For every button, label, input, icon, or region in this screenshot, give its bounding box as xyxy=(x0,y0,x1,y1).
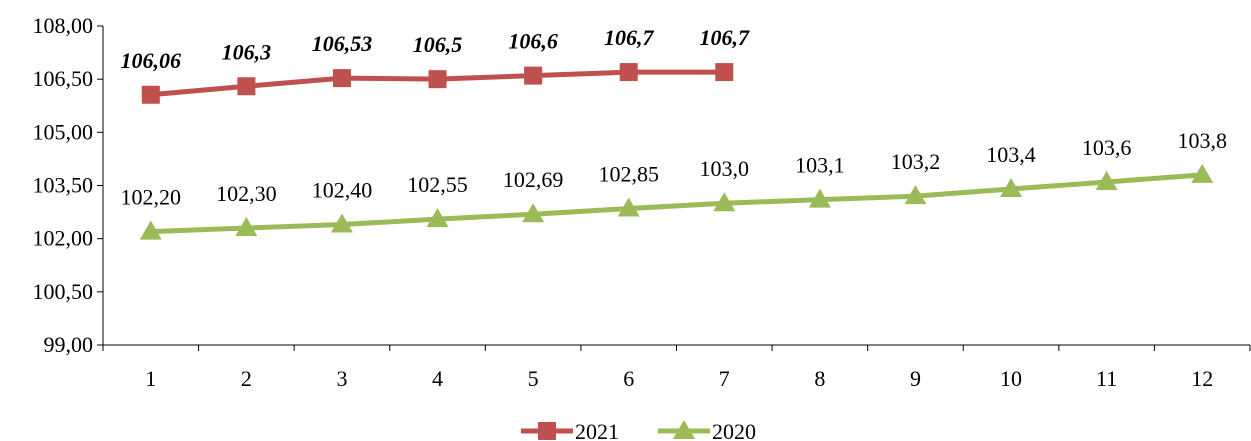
y-tick-label: 108,00 xyxy=(33,13,94,38)
data-point-2021 xyxy=(715,63,734,82)
data-point-2020 xyxy=(904,185,927,205)
data-label-2020: 103,0 xyxy=(700,156,750,181)
x-tick-label: 3 xyxy=(336,366,347,391)
legend-item-2021: 2021 xyxy=(521,419,619,441)
data-label-2020: 103,2 xyxy=(891,149,941,174)
x-tick-label: 8 xyxy=(814,366,825,391)
data-label-2020: 103,6 xyxy=(1082,135,1132,160)
data-label-2020: 102,40 xyxy=(312,177,373,202)
x-tick-label: 10 xyxy=(1000,366,1022,391)
legend: 2021 2020 xyxy=(521,419,756,441)
y-tick-label: 106,50 xyxy=(33,66,94,91)
data-point-2020 xyxy=(1000,178,1023,198)
data-point-2020 xyxy=(713,192,736,212)
y-tick-label: 105,00 xyxy=(33,119,94,144)
data-point-2020 xyxy=(139,220,162,240)
data-point-2021 xyxy=(524,66,543,85)
data-label-2020: 102,30 xyxy=(216,181,277,206)
y-tick-label: 99,00 xyxy=(44,332,94,357)
legend-swatch-marker xyxy=(673,420,695,439)
data-point-2021 xyxy=(619,63,638,82)
series-layer xyxy=(139,63,1214,240)
x-tick-label: 5 xyxy=(528,366,539,391)
series-2021 xyxy=(141,63,734,104)
data-label-2020: 103,1 xyxy=(795,153,845,178)
data-point-2021 xyxy=(332,69,351,88)
data-label-2021: 106,3 xyxy=(222,39,272,64)
data-label-2020: 102,85 xyxy=(598,162,659,187)
data-label-2020: 102,55 xyxy=(407,172,468,197)
series-line-2020 xyxy=(150,172,1203,235)
data-label-2020: 102,20 xyxy=(121,185,182,210)
data-label-2021: 106,7 xyxy=(604,25,655,50)
data-point-2021 xyxy=(428,70,447,89)
series-2020 xyxy=(139,163,1214,240)
y-axis-ticks: 99,00 100,50 102,00 103,50 105,00 106,50 108,0… xyxy=(33,13,103,357)
x-tick-label: 2 xyxy=(241,366,252,391)
data-label-2021: 106,5 xyxy=(413,32,463,57)
legend-item-2020: 2020 xyxy=(658,419,756,441)
data-point-2020 xyxy=(617,197,640,217)
data-label-2021: 106,06 xyxy=(121,48,182,73)
data-point-2020 xyxy=(1191,163,1214,183)
data-labels-layer: 106,06 106,3 106,53 106,5 106,6 106,7 106,7 102… xyxy=(121,25,1227,210)
data-point-2020 xyxy=(426,208,449,228)
y-tick-label: 103,50 xyxy=(33,173,94,198)
data-label-2020: 103,4 xyxy=(986,142,1036,167)
data-point-2020 xyxy=(1095,170,1118,190)
data-label-2021: 106,6 xyxy=(508,29,558,54)
x-tick-label: 9 xyxy=(910,366,921,391)
data-point-2020 xyxy=(808,188,831,208)
data-point-2020 xyxy=(235,217,258,237)
x-tick-label: 12 xyxy=(1191,366,1213,391)
x-tick-label: 1 xyxy=(145,366,156,391)
data-label-2020: 103,8 xyxy=(1177,128,1227,153)
y-tick-label: 102,00 xyxy=(33,226,94,251)
x-tick-label: 11 xyxy=(1096,366,1117,391)
x-tick-label: 6 xyxy=(623,366,634,391)
data-point-2020 xyxy=(330,213,353,233)
x-tick-label: 7 xyxy=(719,366,730,391)
data-label-2021: 106,7 xyxy=(700,25,751,50)
legend-label: 2021 xyxy=(575,419,619,441)
data-label-2020: 102,69 xyxy=(503,167,564,192)
data-point-2021 xyxy=(237,77,256,96)
legend-swatch-marker xyxy=(538,422,556,440)
x-axis-ticks: 1 2 3 4 5 6 7 8 9 10 11 12 xyxy=(102,345,1251,391)
x-tick-label: 4 xyxy=(432,366,443,391)
legend-label: 2020 xyxy=(712,419,756,441)
data-label-2021: 106,53 xyxy=(312,31,373,56)
data-point-2020 xyxy=(522,203,545,223)
y-tick-label: 100,50 xyxy=(33,279,94,304)
data-point-2021 xyxy=(141,85,160,104)
